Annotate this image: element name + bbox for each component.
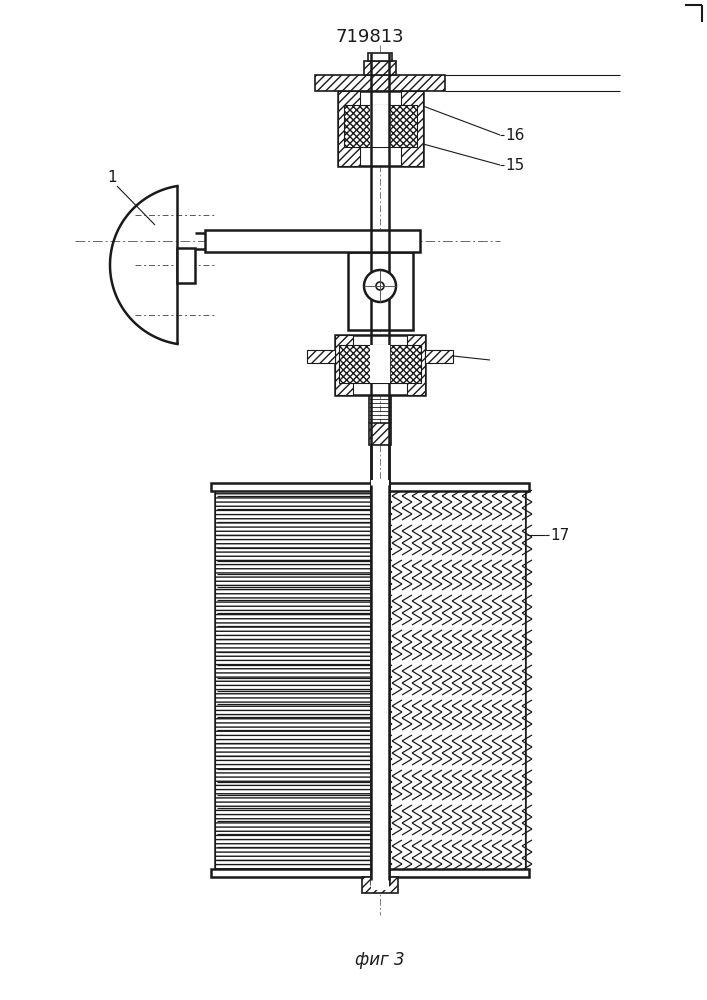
Text: 15: 15 <box>505 157 525 172</box>
Bar <box>380 490 525 870</box>
Bar <box>315 75 445 91</box>
Text: фиг 3: фиг 3 <box>355 951 405 969</box>
Bar <box>215 490 525 870</box>
Bar <box>344 105 417 147</box>
Bar <box>205 230 420 252</box>
Bar <box>369 423 391 445</box>
Bar <box>211 869 529 877</box>
Circle shape <box>364 270 396 302</box>
Bar <box>425 350 453 363</box>
Bar <box>370 105 390 147</box>
Bar <box>335 335 425 395</box>
Bar <box>370 345 390 383</box>
Text: 17: 17 <box>550 528 569 542</box>
Bar <box>338 91 360 166</box>
Bar <box>211 483 529 491</box>
Bar <box>339 345 421 383</box>
Text: 719813: 719813 <box>336 28 404 46</box>
Bar <box>401 91 423 166</box>
Bar <box>335 335 353 395</box>
Bar <box>407 335 425 395</box>
Circle shape <box>376 282 384 290</box>
Text: 16: 16 <box>505 127 525 142</box>
Bar <box>362 877 398 893</box>
Bar <box>177 248 195 283</box>
Bar <box>368 53 392 61</box>
Text: 1: 1 <box>107 170 117 186</box>
Bar <box>338 91 423 166</box>
Bar <box>371 480 389 890</box>
Bar <box>364 61 396 75</box>
Bar <box>348 252 413 330</box>
Bar <box>215 490 380 870</box>
Bar <box>307 350 335 363</box>
